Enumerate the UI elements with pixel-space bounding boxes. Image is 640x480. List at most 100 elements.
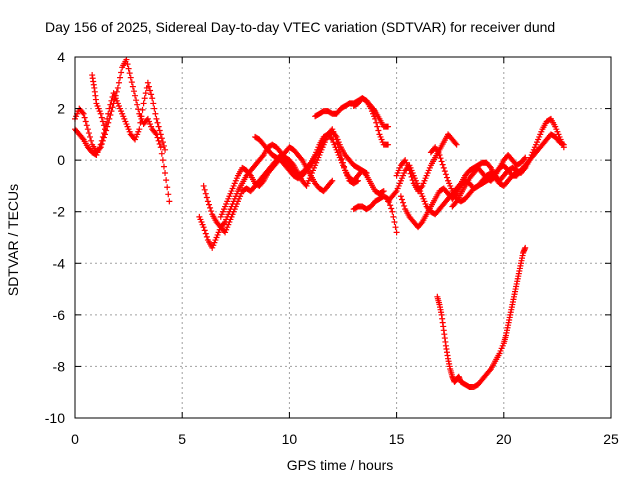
data-point xyxy=(560,141,567,148)
data-point xyxy=(155,123,162,130)
x-tick-label: 20 xyxy=(496,431,512,447)
data-point xyxy=(259,153,266,160)
data-point xyxy=(408,173,415,180)
data-point xyxy=(145,83,152,90)
series-10 xyxy=(385,115,567,218)
data-point xyxy=(246,171,253,178)
data-point xyxy=(206,201,212,208)
data-point xyxy=(362,169,369,176)
data-point xyxy=(108,97,115,104)
data-point xyxy=(397,193,404,200)
data-point xyxy=(98,137,105,144)
data-point xyxy=(160,163,167,170)
y-tick-label: 0 xyxy=(57,152,65,168)
data-point xyxy=(440,164,447,171)
data-point xyxy=(202,190,209,197)
data-point xyxy=(208,208,215,215)
data-point xyxy=(144,79,151,86)
data-point xyxy=(203,194,210,201)
data-point xyxy=(104,115,111,122)
data-point xyxy=(486,367,493,374)
data-point xyxy=(452,140,459,147)
y-tick-label: -2 xyxy=(53,204,66,220)
data-point xyxy=(100,122,107,129)
data-point xyxy=(130,88,137,95)
data-point xyxy=(154,119,161,126)
data-point xyxy=(99,133,106,140)
data-point xyxy=(298,155,305,162)
data-point xyxy=(163,177,170,184)
data-point xyxy=(406,167,413,174)
chart-title: Day 156 of 2025, Sidereal Day-to-day VTE… xyxy=(45,19,555,35)
data-point xyxy=(98,114,105,121)
data-point xyxy=(151,105,158,112)
axis-ticks: 0 5 10 15 20 25 -10 -8 -6 -4 -2 0 2 4 xyxy=(45,49,619,447)
data-point xyxy=(200,224,207,231)
data-point xyxy=(373,119,380,126)
data-point xyxy=(439,161,446,168)
data-point xyxy=(82,118,89,125)
data-point xyxy=(141,95,148,102)
data-point xyxy=(418,220,425,227)
data-point xyxy=(97,141,104,148)
data-point xyxy=(156,127,163,134)
series-8 xyxy=(350,95,392,148)
data-point xyxy=(123,56,130,63)
data-point xyxy=(140,100,147,107)
data-point xyxy=(522,154,529,161)
data-point xyxy=(150,100,157,107)
data-point xyxy=(400,199,407,206)
data-point xyxy=(522,164,529,171)
data-point xyxy=(204,198,211,205)
data-point xyxy=(97,110,104,117)
data-point xyxy=(126,70,133,77)
data-point xyxy=(379,188,386,195)
data-point xyxy=(521,165,528,172)
data-point xyxy=(139,106,146,113)
data-point xyxy=(393,229,400,236)
data-point xyxy=(138,113,145,120)
data-point xyxy=(79,109,86,116)
data-point xyxy=(129,83,136,90)
data-point xyxy=(114,84,121,91)
data-point xyxy=(401,202,408,209)
data-point xyxy=(409,177,416,184)
data-point xyxy=(154,134,161,141)
data-point xyxy=(134,101,141,108)
data-point xyxy=(162,146,169,153)
data-point xyxy=(135,106,142,113)
data-point xyxy=(79,135,86,142)
data-point xyxy=(398,196,405,203)
data-point xyxy=(164,184,171,191)
data-point xyxy=(99,118,106,125)
series-4 xyxy=(200,131,387,236)
data-points xyxy=(72,56,567,391)
data-point xyxy=(107,101,114,108)
series-14 xyxy=(427,144,529,205)
x-tick-label: 5 xyxy=(178,431,186,447)
data-point xyxy=(392,189,399,196)
data-point xyxy=(380,188,387,195)
data-point xyxy=(391,219,398,226)
data-point xyxy=(202,230,209,237)
data-point xyxy=(453,141,460,148)
x-axis-label: GPS time / hours xyxy=(287,457,394,473)
data-point xyxy=(156,141,163,148)
data-point xyxy=(407,170,414,177)
data-point xyxy=(372,115,379,122)
data-point xyxy=(85,130,92,137)
x-tick-label: 15 xyxy=(389,431,405,447)
data-point xyxy=(306,163,313,170)
data-point xyxy=(84,126,91,133)
data-point xyxy=(436,151,443,158)
data-point xyxy=(88,137,95,144)
data-point xyxy=(522,244,529,251)
y-tick-label: 2 xyxy=(57,101,65,117)
series-7 xyxy=(312,95,392,130)
data-point xyxy=(259,179,266,186)
data-point xyxy=(385,123,392,130)
data-point xyxy=(125,65,132,72)
data-point xyxy=(452,199,459,206)
data-point xyxy=(441,168,448,175)
